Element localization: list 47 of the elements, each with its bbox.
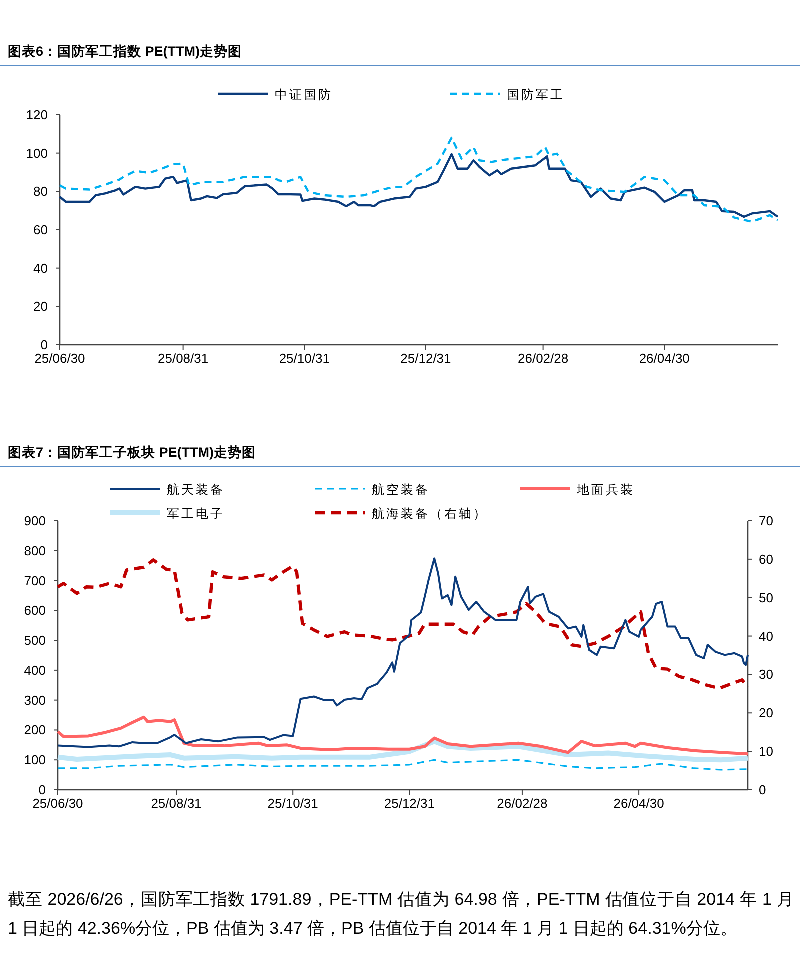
y-tick-label: 0 [40,338,48,352]
legend-label: 地面兵装 [576,483,635,497]
y-tick-label: 120 [26,108,48,122]
y-tick-label: 400 [24,662,46,678]
y-tick-label: 300 [24,692,46,708]
x-tick-label: 25/08/31 [151,796,202,811]
x-tick-label: 26/04/30 [639,351,690,366]
y2-tick-label: 10 [759,744,774,760]
chart-title: 图表7：国防军工子板块 PE(TTM)走势图 [8,444,256,460]
y-tick-label: 100 [24,752,46,768]
y2-tick-label: 30 [759,667,774,682]
y2-tick-label: 40 [759,628,774,644]
y-tick-label: 200 [24,722,46,738]
y2-tick-label: 50 [759,590,774,606]
y2-tick-label: 70 [759,514,774,528]
x-tick-label: 25/12/31 [400,351,452,366]
legend-label: 航海装备（右轴） [372,507,488,521]
legend-label: 军工电子 [167,507,225,521]
y-tick-label: 600 [24,603,46,618]
y2-tick-label: 60 [759,552,774,567]
y2-tick-label: 20 [759,706,774,721]
x-tick-label: 25/08/31 [158,351,209,366]
x-tick-label: 25/06/30 [32,796,84,811]
y-tick-label: 900 [24,514,46,528]
x-tick-label: 26/04/30 [614,796,664,811]
y-tick-label: 0 [38,782,46,798]
y-tick-label: 40 [34,260,48,276]
y-tick-label: 100 [26,146,48,161]
legend-label: 航天装备 [167,483,225,497]
y-tick-label: 60 [34,222,48,238]
legend-label: 国防军工 [507,88,565,102]
legend-label: 中证国防 [275,88,333,102]
y-tick-label: 20 [34,299,48,314]
x-tick-label: 26/02/28 [518,351,569,366]
text: 截至 2026/6/26，国防军工指数 1791.89，PE-TTM 估值为 64.98 倍，PE-TTM 估值位于自 2014 年 1 月 1 日起的 42.36%分位，PB 估值为 3.47 倍，PB 估值位于自 2014 年 1 月 1 日起的 64.31%分位。 [8,889,794,940]
chart-title: 图表6：国防军工指数 PE(TTM)走势图 [8,43,242,59]
legend-label: 航空装备 [372,483,430,497]
x-tick-label: 26/02/28 [497,796,548,811]
y-tick-label: 700 [24,573,46,588]
y2-tick-label: 0 [759,782,766,798]
x-tick-label: 25/12/31 [384,796,435,811]
x-tick-label: 25/06/30 [34,351,86,366]
x-tick-label: 25/10/31 [279,351,330,366]
x-tick-label: 25/10/31 [268,796,318,811]
y-tick-label: 800 [24,543,46,558]
y-tick-label: 500 [24,633,46,648]
y-tick-label: 80 [34,184,48,200]
